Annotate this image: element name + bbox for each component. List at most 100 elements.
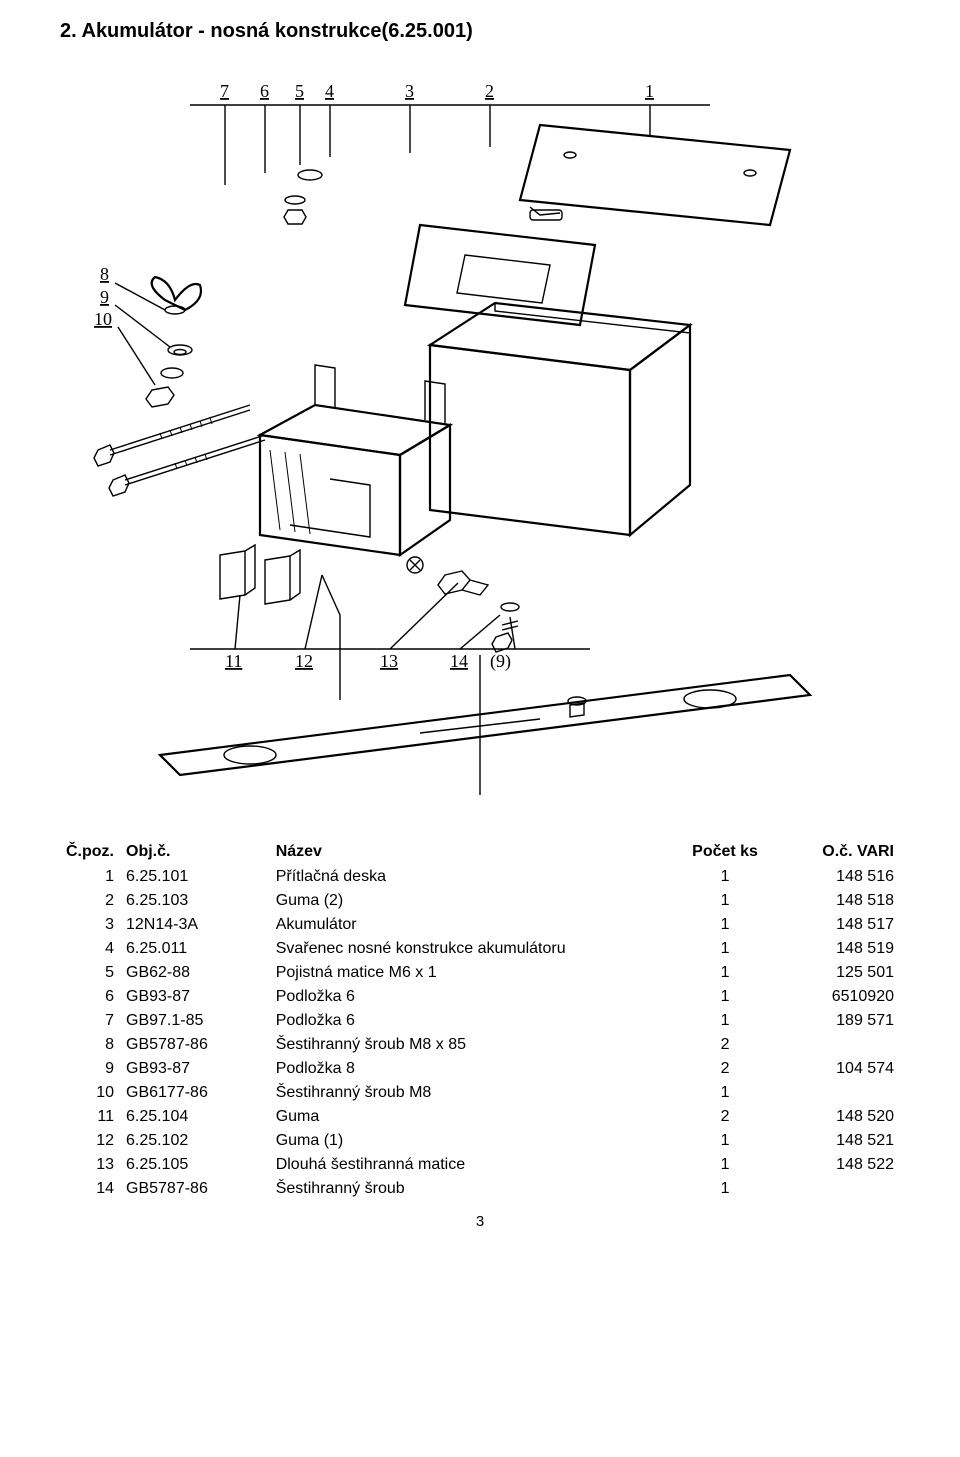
- cell-qty: 1: [683, 865, 766, 889]
- table-row: 116.25.104Guma2148 520: [60, 1105, 900, 1129]
- cell-name: Přítlačná deska: [270, 865, 684, 889]
- section-title: 2. Akumulátor - nosná konstrukce(6.25.00…: [60, 20, 900, 43]
- cell-obj: GB62-88: [120, 961, 270, 985]
- cell-qty: 2: [683, 1057, 766, 1081]
- cell-name: Guma: [270, 1105, 684, 1129]
- callout-14: 14: [450, 651, 468, 671]
- cell-obj: 6.25.104: [120, 1105, 270, 1129]
- cell-qty: 1: [683, 1009, 766, 1033]
- cell-name: Šestihranný šroub: [270, 1177, 684, 1201]
- cell-name: Šestihranný šroub M8 x 85: [270, 1033, 684, 1057]
- cell-name: Pojistná matice M6 x 1: [270, 961, 684, 985]
- col-obj: Obj.č.: [120, 839, 270, 865]
- table-row: 126.25.102Guma (1)1148 521: [60, 1129, 900, 1153]
- cell-obj: GB93-87: [120, 1057, 270, 1081]
- cell-vari: [767, 1081, 900, 1105]
- table-row: 5GB62-88Pojistná matice M6 x 11125 501: [60, 961, 900, 985]
- cell-qty: 2: [683, 1033, 766, 1057]
- callout-10: 10: [94, 309, 112, 329]
- callout-9b: (9): [490, 651, 511, 672]
- part-battery-box: [430, 303, 690, 535]
- cell-qty: 1: [683, 889, 766, 913]
- table-row: 10GB6177-86Šestihranný šroub M81: [60, 1081, 900, 1105]
- table-row: 26.25.103Guma (2)1148 518: [60, 889, 900, 913]
- callout-3: 3: [405, 81, 414, 101]
- cell-name: Podložka 6: [270, 985, 684, 1009]
- callout-13: 13: [380, 651, 398, 671]
- table-row: 6GB93-87Podložka 616510920: [60, 985, 900, 1009]
- cell-obj: 6.25.102: [120, 1129, 270, 1153]
- cell-vari: 104 574: [767, 1057, 900, 1081]
- cell-obj: GB97.1-85: [120, 1009, 270, 1033]
- part-wing-nut: [152, 277, 201, 314]
- cell-obj: 12N14-3A: [120, 913, 270, 937]
- cell-poz: 3: [60, 913, 120, 937]
- cell-vari: 6510920: [767, 985, 900, 1009]
- table-header-row: Č.poz. Obj.č. Název Počet ks O.č. VARI: [60, 839, 900, 865]
- cell-obj: GB6177-86: [120, 1081, 270, 1105]
- exploded-diagram: 7 6 5 4 3 2 1 8 9 10: [60, 55, 900, 815]
- table-row: 7GB97.1-85Podložka 61189 571: [60, 1009, 900, 1033]
- cell-poz: 12: [60, 1129, 120, 1153]
- part-rubber-blocks: [220, 545, 300, 604]
- cell-poz: 14: [60, 1177, 120, 1201]
- page-number: 3: [60, 1213, 900, 1230]
- col-qty: Počet ks: [683, 839, 766, 865]
- cell-qty: 1: [683, 1129, 766, 1153]
- cell-qty: 1: [683, 961, 766, 985]
- parts-table: Č.poz. Obj.č. Název Počet ks O.č. VARI 1…: [60, 839, 900, 1201]
- cell-name: Podložka 6: [270, 1009, 684, 1033]
- cell-obj: 6.25.103: [120, 889, 270, 913]
- cell-vari: 148 519: [767, 937, 900, 961]
- cell-qty: 1: [683, 1081, 766, 1105]
- cell-qty: 2: [683, 1105, 766, 1129]
- part-long-bolts: [94, 405, 265, 496]
- callout-8: 8: [100, 264, 109, 284]
- cell-vari: 148 517: [767, 913, 900, 937]
- col-vari: O.č. VARI: [767, 839, 900, 865]
- cell-qty: 1: [683, 937, 766, 961]
- cell-obj: 6.25.011: [120, 937, 270, 961]
- callout-6: 6: [260, 81, 269, 101]
- cell-poz: 6: [60, 985, 120, 1009]
- cell-name: Guma (1): [270, 1129, 684, 1153]
- part-bracket: [260, 365, 488, 595]
- cell-poz: 13: [60, 1153, 120, 1177]
- cell-vari: 148 522: [767, 1153, 900, 1177]
- part-plate-top: [520, 125, 790, 225]
- cell-vari: [767, 1033, 900, 1057]
- cell-vari: 189 571: [767, 1009, 900, 1033]
- callout-4: 4: [325, 81, 334, 101]
- cell-name: Šestihranný šroub M8: [270, 1081, 684, 1105]
- cell-poz: 10: [60, 1081, 120, 1105]
- callout-1: 1: [645, 81, 654, 101]
- table-row: 16.25.101Přítlačná deska1148 516: [60, 865, 900, 889]
- table-row: 136.25.105Dlouhá šestihranná matice1148 …: [60, 1153, 900, 1177]
- cell-vari: 148 521: [767, 1129, 900, 1153]
- cell-poz: 11: [60, 1105, 120, 1129]
- cell-poz: 1: [60, 865, 120, 889]
- cell-qty: 1: [683, 1153, 766, 1177]
- cell-qty: 1: [683, 1177, 766, 1201]
- table-row: 46.25.011Svařenec nosné konstrukce akumu…: [60, 937, 900, 961]
- callout-12: 12: [295, 651, 313, 671]
- callout-9: 9: [100, 287, 109, 307]
- cell-name: Guma (2): [270, 889, 684, 913]
- cell-poz: 8: [60, 1033, 120, 1057]
- cell-vari: 148 520: [767, 1105, 900, 1129]
- callout-7: 7: [220, 81, 229, 101]
- callout-11: 11: [225, 651, 242, 671]
- cell-name: Podložka 8: [270, 1057, 684, 1081]
- table-row: 9GB93-87Podložka 82104 574: [60, 1057, 900, 1081]
- cell-poz: 5: [60, 961, 120, 985]
- col-name: Název: [270, 839, 684, 865]
- table-row: 312N14-3AAkumulátor1148 517: [60, 913, 900, 937]
- callout-5: 5: [295, 81, 304, 101]
- cell-qty: 1: [683, 985, 766, 1009]
- part-washers-nut: [146, 345, 192, 407]
- table-row: 14GB5787-86Šestihranný šroub1: [60, 1177, 900, 1201]
- callouts-top: 7 6 5 4 3 2 1: [190, 81, 710, 185]
- cell-poz: 2: [60, 889, 120, 913]
- cell-vari: 148 518: [767, 889, 900, 913]
- callouts-left: 8 9 10: [94, 264, 170, 385]
